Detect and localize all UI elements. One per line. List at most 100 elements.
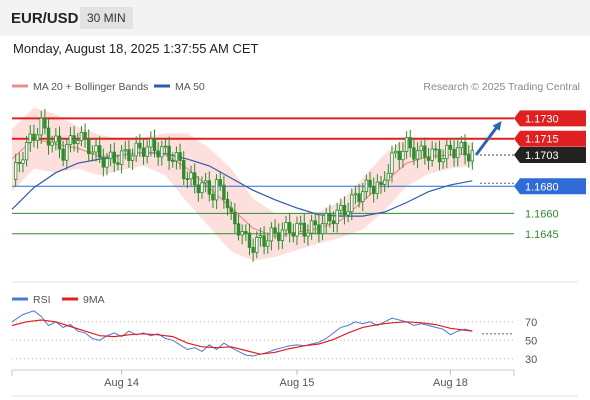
level-tag-1.1680 <box>514 178 586 195</box>
candle <box>65 138 69 170</box>
candle <box>149 131 153 157</box>
candle <box>24 136 29 167</box>
candle <box>280 222 285 249</box>
rsi-legend: RSI 9MA <box>12 294 105 306</box>
candle <box>233 203 237 234</box>
ma50-legend-label: MA 50 <box>175 81 205 93</box>
candle <box>306 224 310 246</box>
candle <box>28 125 32 152</box>
candle <box>112 142 116 173</box>
rsi-ma-legend-label: 9MA <box>83 294 105 306</box>
candle <box>397 142 401 169</box>
candle <box>386 163 391 188</box>
level-tag-1.1703 <box>514 147 586 164</box>
candle <box>379 175 383 194</box>
candle <box>182 151 186 185</box>
candle <box>76 132 80 153</box>
candle <box>284 215 288 238</box>
interval-badge[interactable]: 30 MIN <box>80 7 133 29</box>
candle <box>211 185 215 209</box>
candle <box>353 186 358 204</box>
level-tag-1.1715 <box>514 130 586 147</box>
level-tag-1.1730 <box>514 110 586 127</box>
candle <box>163 137 168 154</box>
candle <box>134 136 138 163</box>
datetime-label: Monday, August 18, 2025 1:37:55 AM CET <box>13 41 259 56</box>
candle <box>426 147 431 170</box>
candle <box>401 142 405 168</box>
candle <box>39 110 43 144</box>
time-tick-label: Aug 14 <box>104 377 139 389</box>
candle <box>255 231 259 259</box>
candle <box>138 134 142 158</box>
candle <box>262 226 266 255</box>
candle <box>357 184 361 208</box>
candle <box>437 140 442 171</box>
candle <box>222 175 226 209</box>
time-tick-label: Aug 15 <box>280 377 315 389</box>
candle <box>342 196 347 225</box>
candle <box>225 191 230 216</box>
bollinger-legend-label: MA 20 + Bollinger Bands <box>33 81 148 93</box>
candle <box>119 145 124 174</box>
rsi-legend-label: RSI <box>33 294 51 306</box>
candle <box>207 171 211 202</box>
candle <box>423 137 427 165</box>
rsi-panel: 70 50 30 <box>11 310 537 366</box>
candle <box>171 152 175 168</box>
candle <box>404 131 409 160</box>
candle <box>90 145 95 162</box>
candle <box>17 152 22 173</box>
level-label-1.1645: 1.1645 <box>525 229 559 241</box>
candle <box>415 142 420 169</box>
candle <box>445 138 449 169</box>
candle <box>441 149 445 169</box>
candle <box>434 142 438 159</box>
forecast-arrow <box>474 121 502 156</box>
candle <box>116 154 120 171</box>
candle <box>160 140 164 166</box>
candle <box>419 140 423 159</box>
candle <box>101 148 106 177</box>
candle <box>167 136 171 170</box>
candle <box>145 140 149 164</box>
candle <box>247 223 252 256</box>
candle <box>105 152 109 176</box>
candle <box>108 143 113 167</box>
candle <box>218 171 222 191</box>
candle <box>54 128 58 151</box>
candle <box>463 134 467 165</box>
candle <box>331 211 336 233</box>
candle <box>87 129 91 162</box>
candle <box>470 142 475 170</box>
candle <box>309 214 314 240</box>
candle <box>13 153 18 187</box>
candle <box>291 223 296 243</box>
rsi-line <box>11 310 473 357</box>
candle <box>130 148 135 170</box>
candle <box>141 138 146 165</box>
candle <box>68 127 73 153</box>
candle <box>393 144 398 159</box>
candle <box>46 119 51 155</box>
candle <box>324 207 328 234</box>
candle <box>244 224 248 241</box>
credit-text: Research © 2025 Trading Central <box>423 81 580 93</box>
candle <box>251 238 255 262</box>
candle <box>375 174 380 200</box>
candle <box>430 141 434 167</box>
candle <box>200 176 204 199</box>
rsi-ma-line <box>11 319 473 355</box>
level-label-1.1660: 1.1660 <box>525 208 559 220</box>
candle <box>364 174 369 200</box>
candle <box>174 146 179 170</box>
candle <box>214 174 219 210</box>
main-legend: MA 20 + Bollinger Bands MA 50 Research ©… <box>12 81 580 93</box>
candles <box>13 108 475 262</box>
candle <box>346 202 350 223</box>
candle <box>277 223 281 250</box>
candle <box>456 138 460 167</box>
candle <box>412 138 416 165</box>
level-label-1.1730: 1.1730 <box>525 113 559 125</box>
rsi-tick-50: 50 <box>525 335 537 347</box>
